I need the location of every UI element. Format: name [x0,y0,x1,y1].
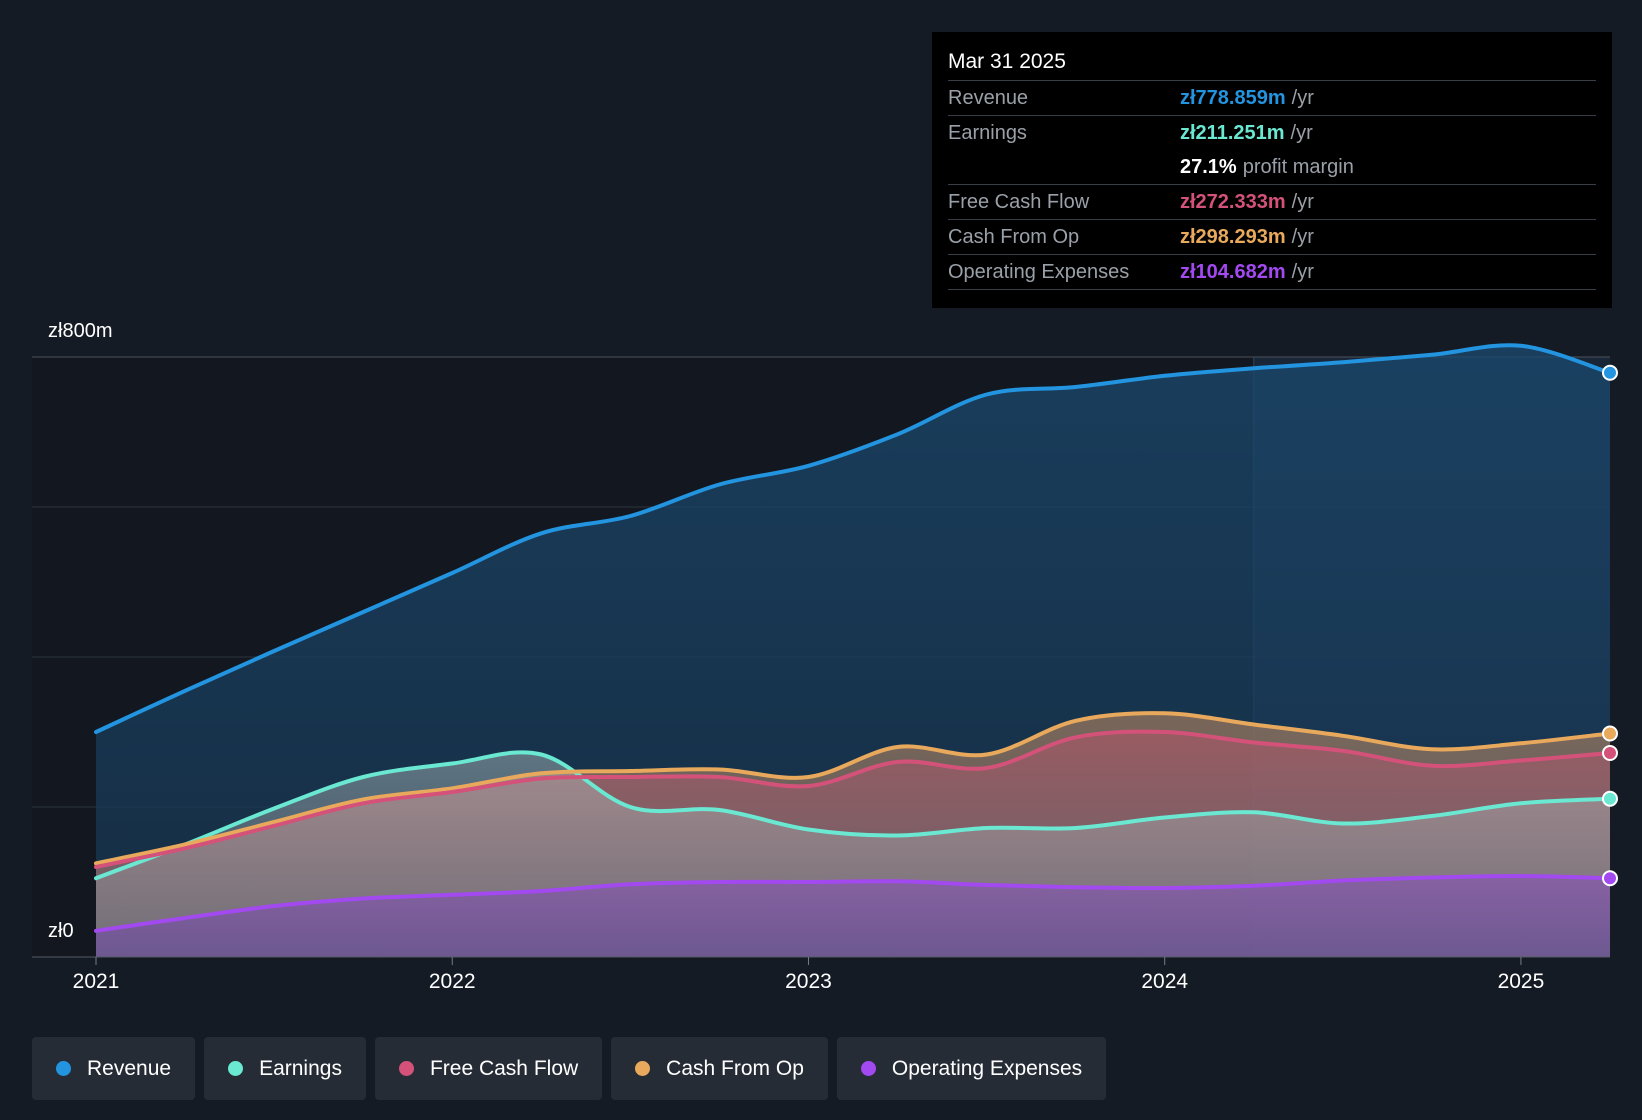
legend-label: Revenue [87,1056,172,1080]
legend-item-earnings[interactable]: Earnings [204,1037,366,1100]
legend-dot-icon [56,1061,71,1076]
legend: Revenue Earnings Free Cash Flow Cash Fro… [32,1037,1115,1100]
area-operating-expenses [96,875,1610,957]
legend-label: Operating Expenses [891,1056,1083,1080]
x-tick-label: 2025 [1497,970,1545,993]
tooltip-label: Free Cash Flow [948,191,1090,213]
line-revenue [94,343,1612,734]
tooltip-row-revenue: Revenue zł778.859m /yr [948,81,1596,116]
legend-dot-icon [228,1061,244,1076]
x-tick-label: 2022 [428,970,476,993]
tooltip-unit: /yr [1290,122,1313,144]
tooltip-value: zł778.859m [1180,87,1286,109]
line-operating-expenses [94,873,1612,933]
tooltip: Mar 31 2025 Revenue zł778.859m /yr Earni… [932,32,1612,308]
legend-dot-icon [860,1061,876,1076]
tooltip-row-profit-margin: 27.1% profit margin [948,150,1596,185]
tooltip-row-operating-expenses: Operating Expenses zł104.682m /yr [948,255,1596,290]
endpoint-operating-expenses [1602,870,1618,887]
tooltip-value: zł211.251m [1180,122,1285,144]
x-tick-label: 2021 [72,970,120,993]
tooltip-value: zł298.293m [1180,226,1286,248]
endpoint-revenue [1602,364,1618,381]
line-free-cash-flow [94,729,1612,869]
legend-item-revenue[interactable]: Revenue [32,1037,196,1100]
tooltip-label: Cash From Op [948,226,1080,248]
tooltip-value: zł104.682m [1180,261,1286,283]
line-cash-from-op [94,711,1612,866]
x-tick-marks [95,957,1522,965]
legend-label: Earnings [259,1056,342,1080]
tooltip-row-free-cash-flow: Free Cash Flow zł272.333m /yr [948,185,1596,220]
y-label-max: zł800m [48,320,113,342]
tooltip-unit: /yr [1291,87,1314,109]
tooltip-unit: profit margin [1242,156,1354,178]
legend-item-cash-from-op[interactable]: Cash From Op [611,1037,828,1100]
legend-dot-icon [398,1061,414,1076]
tooltip-label: Operating Expenses [948,261,1130,283]
x-tick-label: 2024 [1141,970,1189,993]
tooltip-row-earnings: Earnings zł211.251m /yr [948,116,1596,150]
tooltip-value: 27.1% [1180,156,1237,178]
endpoint-earnings [1602,790,1618,807]
tooltip-row-cash-from-op: Cash From Op zł298.293m /yr [948,220,1596,255]
legend-dot-icon [635,1061,651,1076]
series-lines [94,343,1612,933]
tooltip-unit: /yr [1291,226,1314,248]
series-endpoints [1602,364,1618,887]
legend-item-operating-expenses[interactable]: Operating Expenses [836,1037,1107,1100]
y-label-zero: zł0 [48,920,74,942]
tooltip-unit: /yr [1291,261,1314,283]
tooltip-label [948,150,1180,184]
tooltip-label: Earnings [948,122,1027,144]
tooltip-label: Revenue [948,87,1029,109]
tooltip-unit: /yr [1291,191,1314,213]
tooltip-value: zł272.333m [1180,191,1286,213]
endpoint-cash-from-op [1602,725,1618,742]
tooltip-date: Mar 31 2025 [948,44,1596,81]
legend-label: Free Cash Flow [429,1056,579,1080]
line-earnings [94,750,1612,881]
endpoint-free-cash-flow [1602,745,1618,761]
legend-item-free-cash-flow[interactable]: Free Cash Flow [374,1037,603,1100]
x-tick-label: 2023 [785,970,832,993]
legend-label: Cash From Op [666,1056,804,1080]
